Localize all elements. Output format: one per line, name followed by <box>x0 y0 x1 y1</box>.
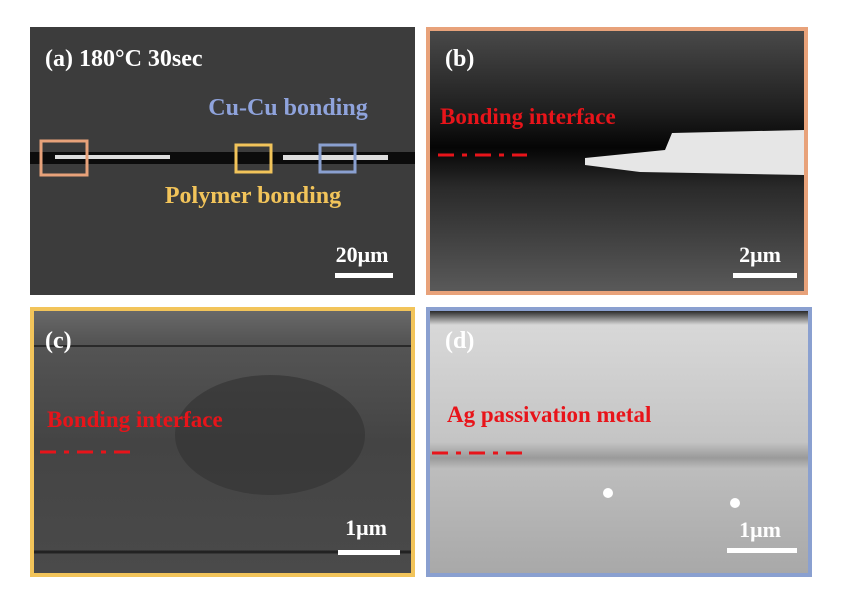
annotation: Ag passivation metal <box>447 402 651 427</box>
scale-bar <box>338 550 400 555</box>
panel-label: (b) <box>445 46 474 72</box>
scale-bar-label: 1μm <box>739 517 781 542</box>
cu-pad <box>585 130 804 175</box>
panel-b: (b) Bonding interface 2μm <box>426 27 808 295</box>
panel-d: (d) Ag passivation metal 1μm <box>426 307 812 577</box>
sem-image <box>426 307 812 577</box>
particle <box>730 498 740 508</box>
scale-bar <box>335 273 393 278</box>
scale-bar-label: 1μm <box>345 515 387 540</box>
dark-region <box>175 375 365 495</box>
particle <box>603 488 613 498</box>
scale-bar <box>733 273 797 278</box>
annotation: Bonding interface <box>440 104 616 129</box>
panel-label: (a) 180°C 30sec <box>45 46 203 72</box>
annotation: Bonding interface <box>47 407 223 432</box>
box-c <box>234 143 273 174</box>
panel-a: (a) 180°C 30sec Cu-Cu bonding Polymer bo… <box>30 27 415 295</box>
scale-bar-label: 20μm <box>336 242 389 267</box>
panel-label: (c) <box>45 328 72 354</box>
annotation: Cu-Cu bonding <box>208 95 367 121</box>
box-b <box>39 139 89 177</box>
box-d <box>318 143 357 174</box>
scale-bar-label: 2μm <box>739 242 781 267</box>
panel-c: (c) Bonding interface 1μm <box>30 307 415 577</box>
annotation: Polymer bonding <box>165 183 341 209</box>
pad <box>283 155 388 160</box>
pad <box>55 155 170 159</box>
scale-bar <box>727 548 797 553</box>
panel-label: (d) <box>445 328 474 354</box>
